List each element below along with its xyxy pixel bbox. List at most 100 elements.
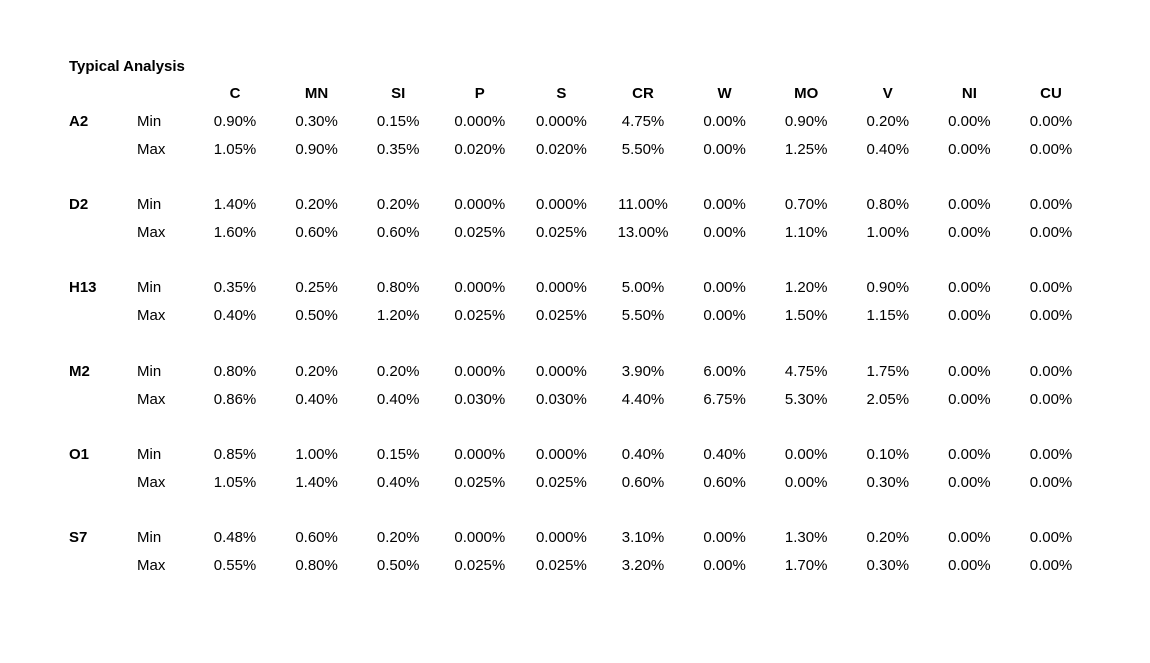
cell-value: 0.00%	[784, 473, 828, 491]
cell-value: 1.70%	[784, 557, 828, 574]
cell-value: 0.00%	[703, 196, 746, 214]
cell-value: 3.10%	[621, 529, 665, 546]
cell-value: 0.80%	[866, 196, 910, 214]
cell-value: 0.00%	[948, 196, 991, 214]
cell-value: 0.25%	[295, 279, 338, 297]
cell-value: 0.030%	[454, 390, 506, 408]
cell-value: 0.025%	[535, 307, 587, 325]
cell-value: 0.000%	[535, 445, 587, 463]
cell-value: 1.00%	[866, 224, 910, 242]
cell-value: 4.75%	[784, 362, 828, 380]
cell-value: 0.00%	[703, 224, 746, 242]
row-label: Max	[137, 473, 166, 491]
cell-value: 0.000%	[454, 529, 506, 546]
cell-value: 0.40%	[376, 390, 420, 408]
cell-value: 0.00%	[703, 113, 746, 130]
row-label: Min	[137, 529, 162, 546]
cell-value: 0.00%	[1029, 196, 1073, 214]
cell-value: 5.30%	[784, 390, 828, 408]
cell-value: 0.00%	[1029, 529, 1073, 546]
cell-value: 2.05%	[866, 390, 910, 408]
cell-value: 1.20%	[784, 279, 828, 297]
cell-value: 0.20%	[376, 529, 420, 546]
cell-value: 1.00%	[295, 445, 338, 463]
cell-value: 0.80%	[295, 557, 338, 574]
row-label: Min	[137, 279, 162, 297]
cell-value: 0.00%	[948, 557, 991, 574]
cell-value: 0.030%	[535, 390, 587, 408]
row-label: Max	[137, 307, 166, 325]
cell-value: 3.20%	[621, 557, 665, 574]
group-name: A2	[69, 113, 89, 130]
row-label: Min	[137, 362, 162, 380]
cell-value: 0.000%	[535, 113, 587, 130]
cell-value: 0.35%	[376, 141, 420, 158]
cell-value: 0.00%	[1029, 362, 1073, 380]
cell-value: 0.70%	[784, 196, 828, 214]
cell-value: 1.50%	[784, 307, 828, 325]
cell-value: 0.60%	[703, 473, 746, 491]
cell-value: 0.000%	[454, 362, 506, 380]
column-header: P	[474, 85, 485, 102]
cell-value: 0.00%	[1029, 224, 1073, 242]
row-label: Max	[137, 141, 166, 158]
cell-value: 0.000%	[535, 362, 587, 380]
cell-value: 1.05%	[213, 473, 257, 491]
cell-value: 1.05%	[213, 141, 257, 158]
cell-value: 0.000%	[535, 279, 587, 297]
cell-value: 0.00%	[703, 279, 746, 297]
cell-value: 1.15%	[866, 307, 910, 325]
cell-value: 0.50%	[295, 307, 338, 325]
cell-value: 0.40%	[376, 473, 420, 491]
cell-value: 1.60%	[213, 224, 257, 242]
cell-value: 0.80%	[213, 362, 257, 380]
cell-value: 6.75%	[703, 390, 746, 408]
cell-value: 0.00%	[1029, 279, 1073, 297]
cell-value: 0.020%	[454, 141, 506, 158]
cell-value: 0.40%	[295, 390, 338, 408]
cell-value: 0.20%	[376, 196, 420, 214]
cell-value: 0.000%	[535, 196, 587, 214]
cell-value: 0.40%	[866, 141, 910, 158]
cell-value: 0.00%	[948, 113, 991, 130]
cell-value: 0.000%	[454, 445, 506, 463]
cell-value: 0.50%	[376, 557, 420, 574]
cell-value: 0.00%	[948, 473, 991, 491]
cell-value: 0.20%	[295, 196, 338, 214]
cell-value: 5.50%	[621, 307, 665, 325]
group-name: M2	[69, 362, 90, 380]
column-header: C	[229, 85, 241, 102]
cell-value: 0.000%	[535, 529, 587, 546]
column-header: S	[556, 85, 567, 102]
cell-value: 0.00%	[1029, 141, 1073, 158]
cell-value: 5.00%	[621, 279, 665, 297]
cell-value: 0.10%	[866, 445, 910, 463]
column-header: NI	[961, 85, 977, 102]
cell-value: 0.40%	[213, 307, 257, 325]
cell-value: 5.50%	[621, 141, 665, 158]
cell-value: 0.48%	[213, 529, 257, 546]
cell-value: 1.20%	[376, 307, 420, 325]
cell-value: 0.40%	[703, 445, 746, 463]
cell-value: 1.40%	[295, 473, 338, 491]
cell-value: 0.025%	[535, 557, 587, 574]
cell-value: 0.55%	[213, 557, 257, 574]
cell-value: 1.30%	[784, 529, 828, 546]
column-header: CR	[632, 85, 654, 102]
cell-value: 13.00%	[617, 224, 669, 242]
cell-value: 0.86%	[213, 390, 257, 408]
row-label: Max	[137, 390, 166, 408]
column-header: CU	[1040, 85, 1062, 102]
cell-value: 1.75%	[866, 362, 910, 380]
cell-value: 0.020%	[535, 141, 587, 158]
cell-value: 4.40%	[621, 390, 665, 408]
column-header: V	[882, 85, 893, 102]
cell-value: 0.025%	[535, 473, 587, 491]
cell-value: 1.40%	[213, 196, 257, 214]
group-name: D2	[69, 196, 89, 214]
cell-value: 0.15%	[376, 113, 420, 130]
cell-value: 0.20%	[376, 362, 420, 380]
cell-value: 0.80%	[376, 279, 420, 297]
cell-value: 1.10%	[784, 224, 828, 242]
cell-value: 1.25%	[784, 141, 828, 158]
